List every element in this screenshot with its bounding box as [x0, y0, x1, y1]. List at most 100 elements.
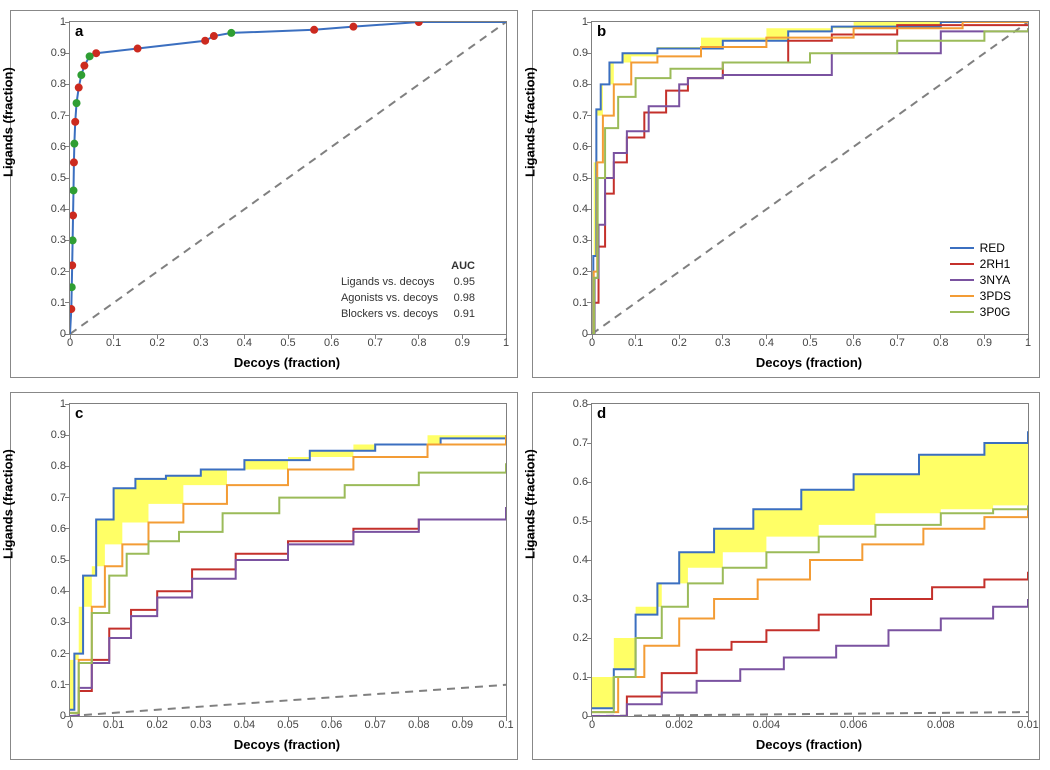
y-tick-label: 0.5 — [51, 554, 70, 566]
y-tick-label: 0.4 — [51, 203, 70, 215]
x-axis-label: Decoys (fraction) — [234, 737, 340, 752]
roc-marker — [70, 140, 78, 148]
legend-item: RED — [950, 241, 1011, 255]
x-tick-label: 0.4 — [759, 334, 774, 349]
y-tick-label: 0.6 — [51, 141, 70, 153]
y-tick-label: 0.5 — [573, 515, 592, 527]
panel-a: 00.10.20.30.40.50.60.70.80.9100.10.20.30… — [10, 10, 518, 378]
roc-marker — [71, 118, 79, 126]
legend-item: 3PDS — [950, 289, 1011, 303]
auc-row-value: 0.91 — [450, 307, 485, 321]
y-tick-label: 0.5 — [51, 172, 70, 184]
y-tick-label: 0.3 — [51, 616, 70, 628]
roc-marker — [80, 62, 88, 70]
x-tick-label: 0.01 — [1017, 716, 1038, 731]
x-tick-label: 0.9 — [977, 334, 992, 349]
y-axis-label: Ligands (fraction) — [1, 449, 16, 559]
x-tick-label: 0.002 — [665, 716, 693, 731]
y-tick-label: 0.7 — [573, 437, 592, 449]
y-tick-label: 0.3 — [573, 234, 592, 246]
x-tick-label: 0.004 — [753, 716, 781, 731]
y-tick-label: 0.5 — [573, 172, 592, 184]
panel-label: a — [75, 23, 83, 40]
series-line — [70, 507, 506, 716]
legend-swatch — [950, 247, 974, 249]
roc-marker — [201, 37, 209, 45]
y-tick-label: 0.8 — [51, 460, 70, 472]
roc-marker — [70, 236, 77, 244]
legend-item: 2RH1 — [950, 257, 1011, 271]
y-tick-label: 0.1 — [51, 297, 70, 309]
y-tick-label: 0.4 — [573, 203, 592, 215]
roc-marker — [415, 22, 423, 26]
y-tick-label: 0 — [582, 710, 592, 722]
x-tick-label: 0.02 — [146, 716, 167, 731]
x-tick-label: 0.006 — [840, 716, 868, 731]
x-tick-label: 0.3 — [193, 334, 208, 349]
y-tick-label: 0 — [582, 328, 592, 340]
diagonal-reference — [592, 712, 1028, 716]
x-tick-label: 0.04 — [234, 716, 255, 731]
x-axis-label: Decoys (fraction) — [234, 355, 340, 370]
x-tick-label: 0.1 — [106, 334, 121, 349]
x-tick-label: 0.4 — [237, 334, 252, 349]
x-tick-label: 0.7 — [368, 334, 383, 349]
panel-b: 00.10.20.30.40.50.60.70.80.9100.10.20.30… — [532, 10, 1040, 378]
legend-swatch — [950, 279, 974, 281]
roc-marker — [70, 305, 75, 313]
y-tick-label: 0.6 — [573, 476, 592, 488]
y-tick-label: 0.9 — [51, 429, 70, 441]
legend-swatch — [950, 295, 974, 297]
roc-marker — [70, 211, 77, 219]
legend-label: 2RH1 — [980, 257, 1011, 271]
y-tick-label: 0.7 — [573, 110, 592, 122]
plot-area: 00.0020.0040.0060.0080.0100.10.20.30.40.… — [591, 403, 1029, 717]
auc-row-value: 0.95 — [450, 275, 485, 289]
y-tick-label: 1 — [60, 398, 70, 410]
panel-c: 00.010.020.030.040.050.060.070.080.090.1… — [10, 392, 518, 760]
auc-row-label: Ligands vs. decoys — [340, 275, 448, 289]
roc-marker — [227, 29, 235, 37]
x-tick-label: 0.1 — [498, 716, 513, 731]
x-tick-label: 0.03 — [190, 716, 211, 731]
y-tick-label: 0.4 — [51, 585, 70, 597]
auc-row-value: 0.98 — [450, 291, 485, 305]
y-axis-label: Ligands (fraction) — [523, 449, 538, 559]
y-tick-label: 0.6 — [573, 141, 592, 153]
x-axis-label: Decoys (fraction) — [756, 355, 862, 370]
diagonal-reference — [70, 685, 506, 716]
legend-label: 3P0G — [980, 305, 1011, 319]
series-line — [70, 507, 506, 716]
y-tick-label: 0 — [60, 710, 70, 722]
roc-marker — [349, 23, 357, 31]
roc-marker — [70, 283, 76, 291]
y-tick-label: 0.4 — [573, 554, 592, 566]
roc-marker — [134, 45, 142, 53]
x-tick-label: 0.1 — [628, 334, 643, 349]
series-legend: RED2RH13NYA3PDS3P0G — [950, 241, 1011, 321]
legend-swatch — [950, 263, 974, 265]
x-tick-label: 0.2 — [150, 334, 165, 349]
y-tick-label: 0.7 — [51, 110, 70, 122]
panel-label: b — [597, 23, 606, 40]
x-tick-label: 0.01 — [103, 716, 124, 731]
plot-svg — [70, 404, 506, 716]
legend-label: 3PDS — [980, 289, 1011, 303]
x-tick-label: 0.09 — [452, 716, 473, 731]
y-tick-label: 0.2 — [573, 266, 592, 278]
panel-label: c — [75, 405, 83, 422]
y-tick-label: 0.9 — [51, 47, 70, 59]
plot-svg — [592, 404, 1028, 716]
x-tick-label: 1 — [503, 334, 509, 349]
y-tick-label: 0.8 — [51, 78, 70, 90]
x-tick-label: 0.8 — [411, 334, 426, 349]
auc-row-label: Blockers vs. decoys — [340, 307, 448, 321]
y-tick-label: 0.8 — [573, 78, 592, 90]
roc-marker — [70, 158, 78, 166]
legend-label: RED — [980, 241, 1005, 255]
x-tick-label: 0.6 — [846, 334, 861, 349]
auc-summary: AUCLigands vs. decoys0.95Agonists vs. de… — [338, 257, 487, 323]
series-line — [592, 599, 1028, 716]
y-tick-label: 0.9 — [573, 47, 592, 59]
x-tick-label: 0.9 — [455, 334, 470, 349]
